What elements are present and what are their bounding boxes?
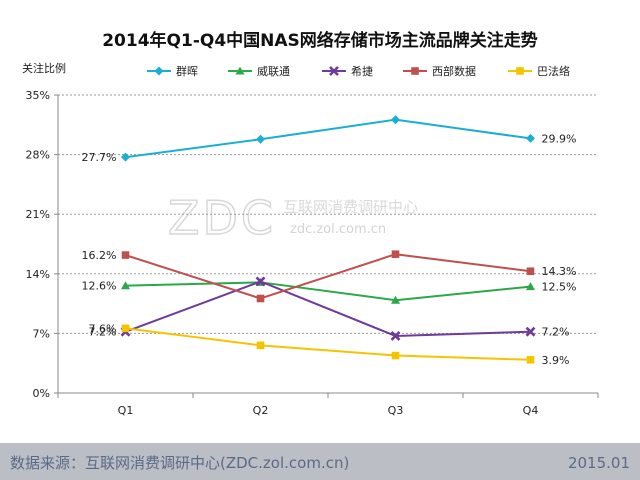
legend-label: 巴法络 xyxy=(537,64,570,78)
series-line xyxy=(125,118,531,159)
series-5 xyxy=(121,324,535,364)
y-tick-label: 35% xyxy=(26,89,50,102)
series-3 xyxy=(120,276,536,341)
y-tick-label: 7% xyxy=(33,327,50,340)
data-point xyxy=(255,276,266,287)
legend-label: 希捷 xyxy=(351,64,373,78)
data-label: 7.2% xyxy=(89,326,117,339)
data-point xyxy=(391,295,400,304)
x-tick-labels: Q1 Q2 Q3 Q4 xyxy=(118,404,539,417)
legend-marker xyxy=(516,67,524,75)
series-2 xyxy=(121,277,535,304)
x-tick-label: Q2 xyxy=(253,404,269,417)
data-point xyxy=(256,341,265,350)
legend-marker xyxy=(235,66,245,75)
series-4 xyxy=(121,250,535,303)
chart-title: 2014年Q1-Q4中国NAS网络存储市场主流品牌关注走势 xyxy=(102,30,538,51)
footer-bar xyxy=(0,443,640,480)
y-axis-label: 关注比例 xyxy=(22,61,66,75)
y-tick-labels: 0% 7% 14% 21% 28% 35% xyxy=(26,89,50,400)
footer-source: 数据来源：互联网消费调研中心(ZDC.zol.com.cn) xyxy=(10,454,349,472)
watermark-name: 互联网消费调研中心 xyxy=(283,198,418,216)
data-point xyxy=(256,294,265,303)
data-point xyxy=(121,281,130,290)
data-point xyxy=(121,152,130,162)
footer-date: 2015.01 xyxy=(568,454,630,472)
data-point xyxy=(121,251,130,259)
legend-item: 群晖 xyxy=(147,64,198,78)
data-point xyxy=(526,282,535,291)
data-point xyxy=(526,355,535,364)
legend-label: 群晖 xyxy=(176,64,198,78)
data-label: 29.9% xyxy=(542,132,577,145)
data-point xyxy=(121,324,130,333)
series-line xyxy=(125,327,531,361)
legend-item: 威联通 xyxy=(228,65,290,78)
data-point xyxy=(526,133,535,143)
data-label: 12.5% xyxy=(542,281,577,294)
series-line xyxy=(125,281,531,302)
grid-lines xyxy=(58,94,598,334)
data-point xyxy=(391,115,400,125)
data-point xyxy=(526,267,535,276)
legend-marker xyxy=(411,67,419,75)
series-layer xyxy=(120,115,536,364)
series-1 xyxy=(121,115,535,162)
series-line xyxy=(125,253,531,300)
watermark-url: zdc.zol.com.cn xyxy=(290,222,386,237)
legend-marker xyxy=(154,66,164,76)
data-label: 7.2% xyxy=(542,326,570,339)
watermark: ZDC 互联网消费调研中心 zdc.zol.com.cn xyxy=(167,190,418,245)
data-point xyxy=(391,250,400,259)
legend-label: 西部数据 xyxy=(432,64,476,78)
axes xyxy=(54,94,599,398)
x-tick-label: Q1 xyxy=(118,404,134,417)
y-tick-label: 21% xyxy=(26,208,50,221)
data-point xyxy=(525,326,536,337)
series-line xyxy=(125,280,531,337)
chart-legend: 群晖 威联通 希捷 西部数据 巴法络 xyxy=(147,64,570,78)
data-label: 12.6% xyxy=(82,280,117,293)
legend-item: 巴法络 xyxy=(508,64,570,78)
data-label: 3.9% xyxy=(542,354,570,367)
x-tick-label: Q3 xyxy=(388,404,404,417)
legend-marker xyxy=(329,66,339,76)
x-tick-label: Q4 xyxy=(523,404,539,417)
data-point xyxy=(256,134,265,144)
watermark-logo: ZDC xyxy=(168,191,276,245)
y-tick-label: 0% xyxy=(33,387,50,400)
legend-item: 西部数据 xyxy=(403,64,476,78)
data-label: 16.2% xyxy=(82,249,117,262)
data-label: 27.7% xyxy=(82,151,117,164)
data-point xyxy=(391,351,400,360)
legend-item: 希捷 xyxy=(322,64,373,78)
y-tick-label: 28% xyxy=(26,149,50,162)
data-labels: 27.7% 29.9% 12.6% 12.5% 7.2% 7.2% 16.2% 14.3% 7.… xyxy=(82,132,577,366)
y-tick-label: 14% xyxy=(26,268,50,281)
data-point xyxy=(390,331,401,341)
data-label: 7.6% xyxy=(89,322,117,335)
legend-label: 威联通 xyxy=(257,65,290,78)
data-label: 14.3% xyxy=(542,265,577,278)
